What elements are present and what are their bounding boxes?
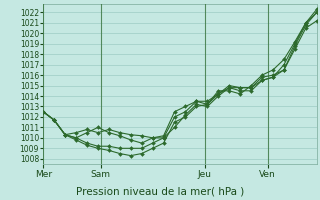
Text: Pression niveau de la mer( hPa ): Pression niveau de la mer( hPa ) bbox=[76, 186, 244, 196]
